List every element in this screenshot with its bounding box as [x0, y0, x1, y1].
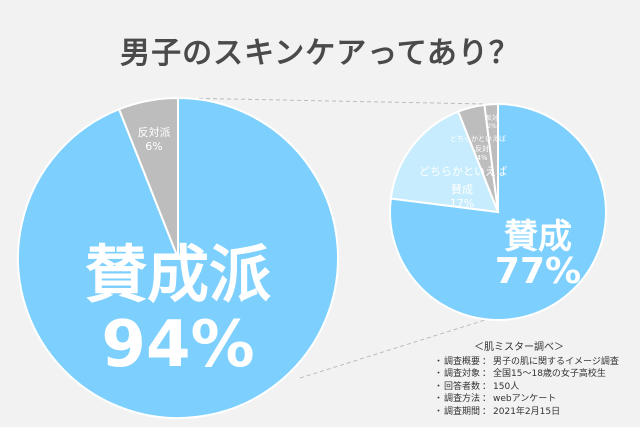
survey-row-respondents: ・回答者数： 150人	[434, 381, 520, 392]
detail-somewhat-disagree-label-a: どちらかといえば	[450, 134, 506, 143]
main-disagree-label: 反対派	[138, 125, 171, 139]
detail-somewhat-agree-label-a: どちらかといえば	[419, 165, 507, 178]
detail-pie-slice-3	[483, 102, 499, 213]
survey-heading: ＜肌ミスター調べ＞	[474, 342, 564, 353]
detail-somewhat-disagree-pct: 4%	[476, 154, 487, 162]
survey-value: 2021年2月15日	[493, 406, 561, 417]
detail-pie	[389, 102, 607, 321]
detail-disagree-label: 反対	[486, 114, 498, 122]
survey-info: ＜肌ミスター調べ＞ ・調査概要：男子の肌に関するイメージ調査 ・調査対象：全国1…	[434, 342, 634, 419]
detail-agree-label: 賛成	[504, 217, 572, 257]
detail-disagree-pct: 2%	[487, 123, 497, 130]
survey-value: webアンケート	[493, 394, 557, 405]
detail-somewhat-agree-pct: 17%	[450, 197, 474, 210]
survey-value: 全国15～18歳の女子高校生	[493, 369, 606, 380]
survey-key: 回答者数	[444, 381, 481, 392]
detail-somewhat-disagree-label-b: 反対	[475, 144, 489, 153]
main-disagree-pct: 6%	[145, 140, 162, 153]
survey-row-method: ・調査方法： webアンケート	[434, 394, 557, 405]
survey-key: 調査概要	[444, 356, 481, 367]
main-pie	[17, 96, 339, 419]
zoom-connectors	[177, 97, 486, 379]
connector-line-top	[177, 97, 486, 105]
survey-key: 調査対象	[444, 369, 481, 380]
detail-pie-slice-1	[389, 110, 500, 214]
connector-line-bottom	[299, 319, 486, 379]
survey-value: 男子の肌に関するイメージ調査	[493, 356, 619, 367]
main-pie-slice-1	[117, 96, 179, 259]
detail-agree-pct: 77%	[495, 251, 581, 292]
survey-key: 調査方法	[444, 394, 481, 405]
survey-value: 150人	[493, 381, 520, 392]
survey-row-overview: ・調査概要：男子の肌に関するイメージ調査	[434, 356, 619, 367]
chart-title: 男子のスキンケアってあり？	[120, 36, 520, 71]
main-agree-label: 賛成派	[85, 238, 271, 311]
detail-somewhat-agree-label-b: 賛成	[451, 182, 473, 196]
survey-row-period: ・調査期間： 2021年2月15日	[434, 406, 561, 417]
survey-key: 調査期間	[444, 406, 481, 417]
main-agree-pct: 94%	[101, 308, 254, 382]
survey-row-target: ・調査対象：全国15～18歳の女子高校生	[434, 369, 606, 380]
